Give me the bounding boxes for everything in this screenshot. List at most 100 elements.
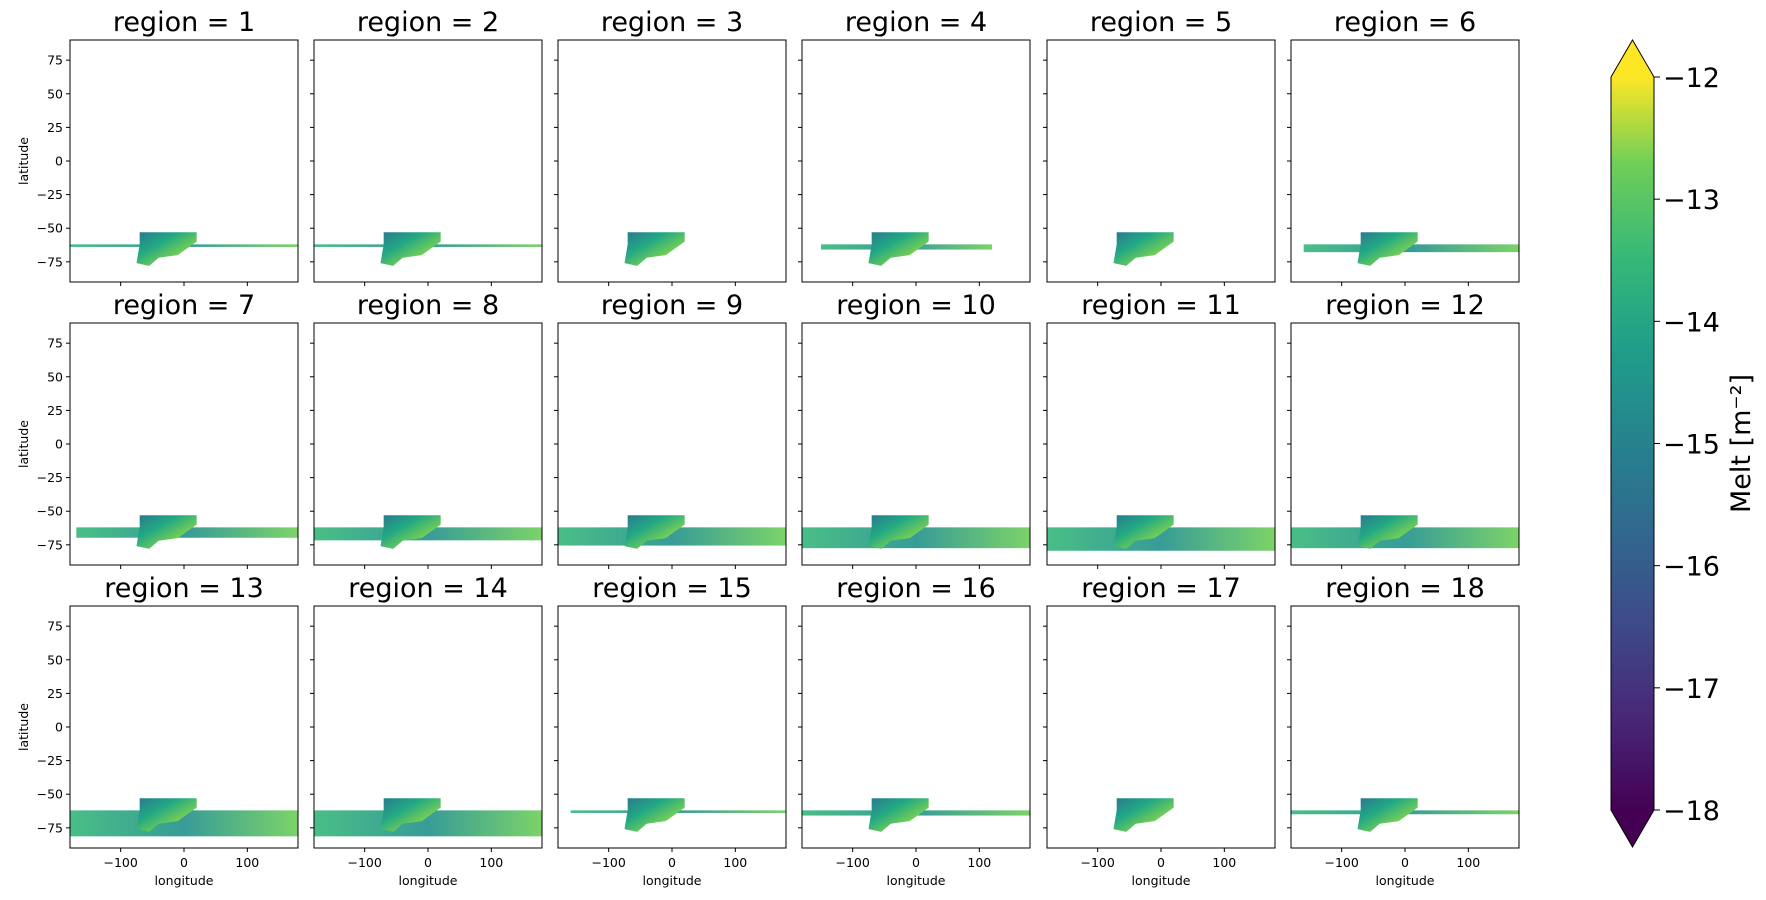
melt-field [1357,515,1418,549]
panel-title: region = 15 [592,573,752,604]
colorbar-tick-label: −18 [1663,796,1720,827]
colorbar-tick-label: −17 [1663,674,1720,705]
facet: region = 17 −100 0 100 longitude [1043,573,1276,888]
facet: region = 2 [310,7,543,286]
y-tick-label: 25 [47,403,63,418]
facet: region = 8 [310,290,543,569]
facet: region = 4 [798,7,1031,286]
melt-field [380,798,441,832]
panel-title: region = 6 [1334,7,1476,38]
panel-title: region = 3 [601,7,743,38]
melt-strip [1303,244,1519,253]
melt-strip [314,527,542,541]
melt-field [1113,515,1174,549]
panels: region = 1 −75 −50 −25 0 25 50 75 latitude region… [16,7,1520,888]
panel-title: region = 4 [845,7,987,38]
panel-title: region = 17 [1081,573,1241,604]
panel-title: region = 9 [601,290,743,321]
panel-title: region = 7 [113,290,255,321]
x-tick-label: 0 [668,855,676,870]
y-tick-label: 50 [47,369,63,384]
y-tick-label: −25 [37,470,63,485]
x-tick-label: 100 [1456,855,1480,870]
melt-field [136,515,197,549]
x-tick-label: 100 [967,855,991,870]
melt-strip [558,527,786,546]
y-tick-label: 25 [47,686,63,701]
x-tick-label: 0 [912,855,920,870]
y-tick-label: 0 [55,437,63,452]
facet: region = 1 −75 −50 −25 0 25 50 75 latitude [16,7,299,286]
y-tick-label: 75 [47,336,63,351]
panel-title: region = 14 [348,573,508,604]
x-tick-label: 0 [180,855,188,870]
x-axis-label: longitude [1132,873,1191,888]
panel-title: region = 12 [1325,290,1485,321]
facet: region = 15 −100 0 100 longitude [554,573,787,888]
y-axis-label: latitude [16,703,31,751]
x-tick-label: −100 [835,855,869,870]
x-axis-label: longitude [399,873,458,888]
x-tick-label: −100 [1324,855,1358,870]
x-tick-label: 0 [1157,855,1165,870]
melt-strip [76,527,298,538]
facet: region = 3 [554,7,787,286]
melt-field [1113,232,1174,266]
colorbar-tick-label: −13 [1663,185,1720,216]
x-tick-label: 100 [479,855,503,870]
y-tick-label: −50 [37,787,63,802]
facet: region = 9 [554,290,787,569]
y-tick-label: −25 [37,753,63,768]
y-tick-label: 75 [47,53,63,68]
y-tick-label: 0 [55,154,63,169]
panel-title: region = 11 [1081,290,1241,321]
colorbar-tick-label: −14 [1663,307,1720,338]
x-axis-label: longitude [155,873,214,888]
melt-field [1357,798,1418,832]
facet: region = 10 [798,290,1031,569]
melt-field [1357,232,1418,266]
melt-field [624,232,685,266]
melt-field [624,515,685,549]
y-tick-label: 0 [55,720,63,735]
panel-title: region = 13 [104,573,264,604]
melt-field [868,515,929,549]
colorbar-tick-label: −16 [1663,552,1720,583]
x-tick-label: 0 [424,855,432,870]
y-tick-label: −75 [37,820,63,835]
x-tick-label: −100 [591,855,625,870]
facet: region = 5 [1043,7,1276,286]
x-tick-label: 100 [723,855,747,870]
melt-field [136,232,197,266]
y-tick-label: 75 [47,619,63,634]
colorbar-label: Melt [m⁻²] [1726,374,1757,513]
colorbar: −12 −13 −14 −15 −16 −17 −18 Melt [m⁻²] [1610,39,1757,848]
x-axis-label: longitude [643,873,702,888]
facet: region = 14 −100 0 100 longitude [310,573,543,888]
panel-title: region = 16 [836,573,996,604]
colorbar-extend-min [1611,810,1654,847]
x-tick-label: 100 [235,855,259,870]
melt-strip [802,527,1030,549]
melt-field [624,798,685,832]
panel-title: region = 1 [113,7,255,38]
melt-strip [1291,527,1519,549]
y-tick-label: −50 [37,504,63,519]
melt-field [1113,798,1174,832]
colorbar-extend-max [1611,40,1654,77]
colorbar-tick-label: −15 [1663,430,1720,461]
facet: region = 18 −100 0 100 longitude [1287,573,1520,888]
x-tick-label: 0 [1401,855,1409,870]
panel-title: region = 2 [357,7,499,38]
y-axis-label: latitude [16,420,31,468]
facet: region = 16 −100 0 100 longitude [798,573,1031,888]
facet: region = 13 −75 −50 −25 0 25 50 75 −100 0 100 latit… [16,573,299,888]
facet: region = 11 [1043,290,1276,569]
facet: region = 6 [1287,7,1520,286]
x-tick-label: −100 [103,855,137,870]
colorbar-tick-label: −12 [1663,63,1720,94]
facet: region = 7 −75 −50 −25 0 25 50 75 latitude [16,290,299,569]
y-tick-label: 25 [47,120,63,135]
panel-title: region = 10 [836,290,996,321]
melt-field [868,232,929,266]
